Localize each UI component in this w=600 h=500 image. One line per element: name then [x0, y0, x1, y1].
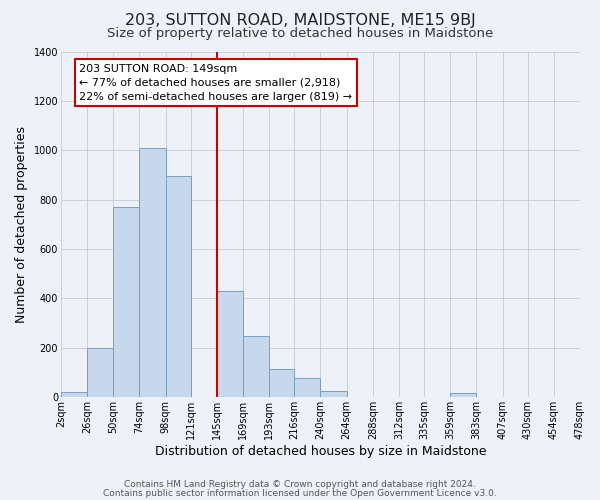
Text: Size of property relative to detached houses in Maidstone: Size of property relative to detached ho… [107, 28, 493, 40]
Bar [295, 378, 320, 397]
X-axis label: Distribution of detached houses by size in Maidstone: Distribution of detached houses by size … [155, 444, 486, 458]
Bar [139, 148, 166, 397]
Bar [450, 393, 476, 397]
Text: Contains public sector information licensed under the Open Government Licence v3: Contains public sector information licen… [103, 489, 497, 498]
Bar [87, 348, 113, 397]
Bar [61, 392, 87, 397]
Bar [217, 291, 243, 397]
Text: 203 SUTTON ROAD: 149sqm
← 77% of detached houses are smaller (2,918)
22% of semi: 203 SUTTON ROAD: 149sqm ← 77% of detache… [79, 64, 352, 102]
Bar [243, 336, 269, 397]
Bar [113, 207, 139, 397]
Y-axis label: Number of detached properties: Number of detached properties [15, 126, 28, 322]
Bar [320, 390, 347, 397]
Bar [269, 368, 295, 397]
Bar [166, 176, 191, 397]
Text: 203, SUTTON ROAD, MAIDSTONE, ME15 9BJ: 203, SUTTON ROAD, MAIDSTONE, ME15 9BJ [125, 12, 475, 28]
Text: Contains HM Land Registry data © Crown copyright and database right 2024.: Contains HM Land Registry data © Crown c… [124, 480, 476, 489]
